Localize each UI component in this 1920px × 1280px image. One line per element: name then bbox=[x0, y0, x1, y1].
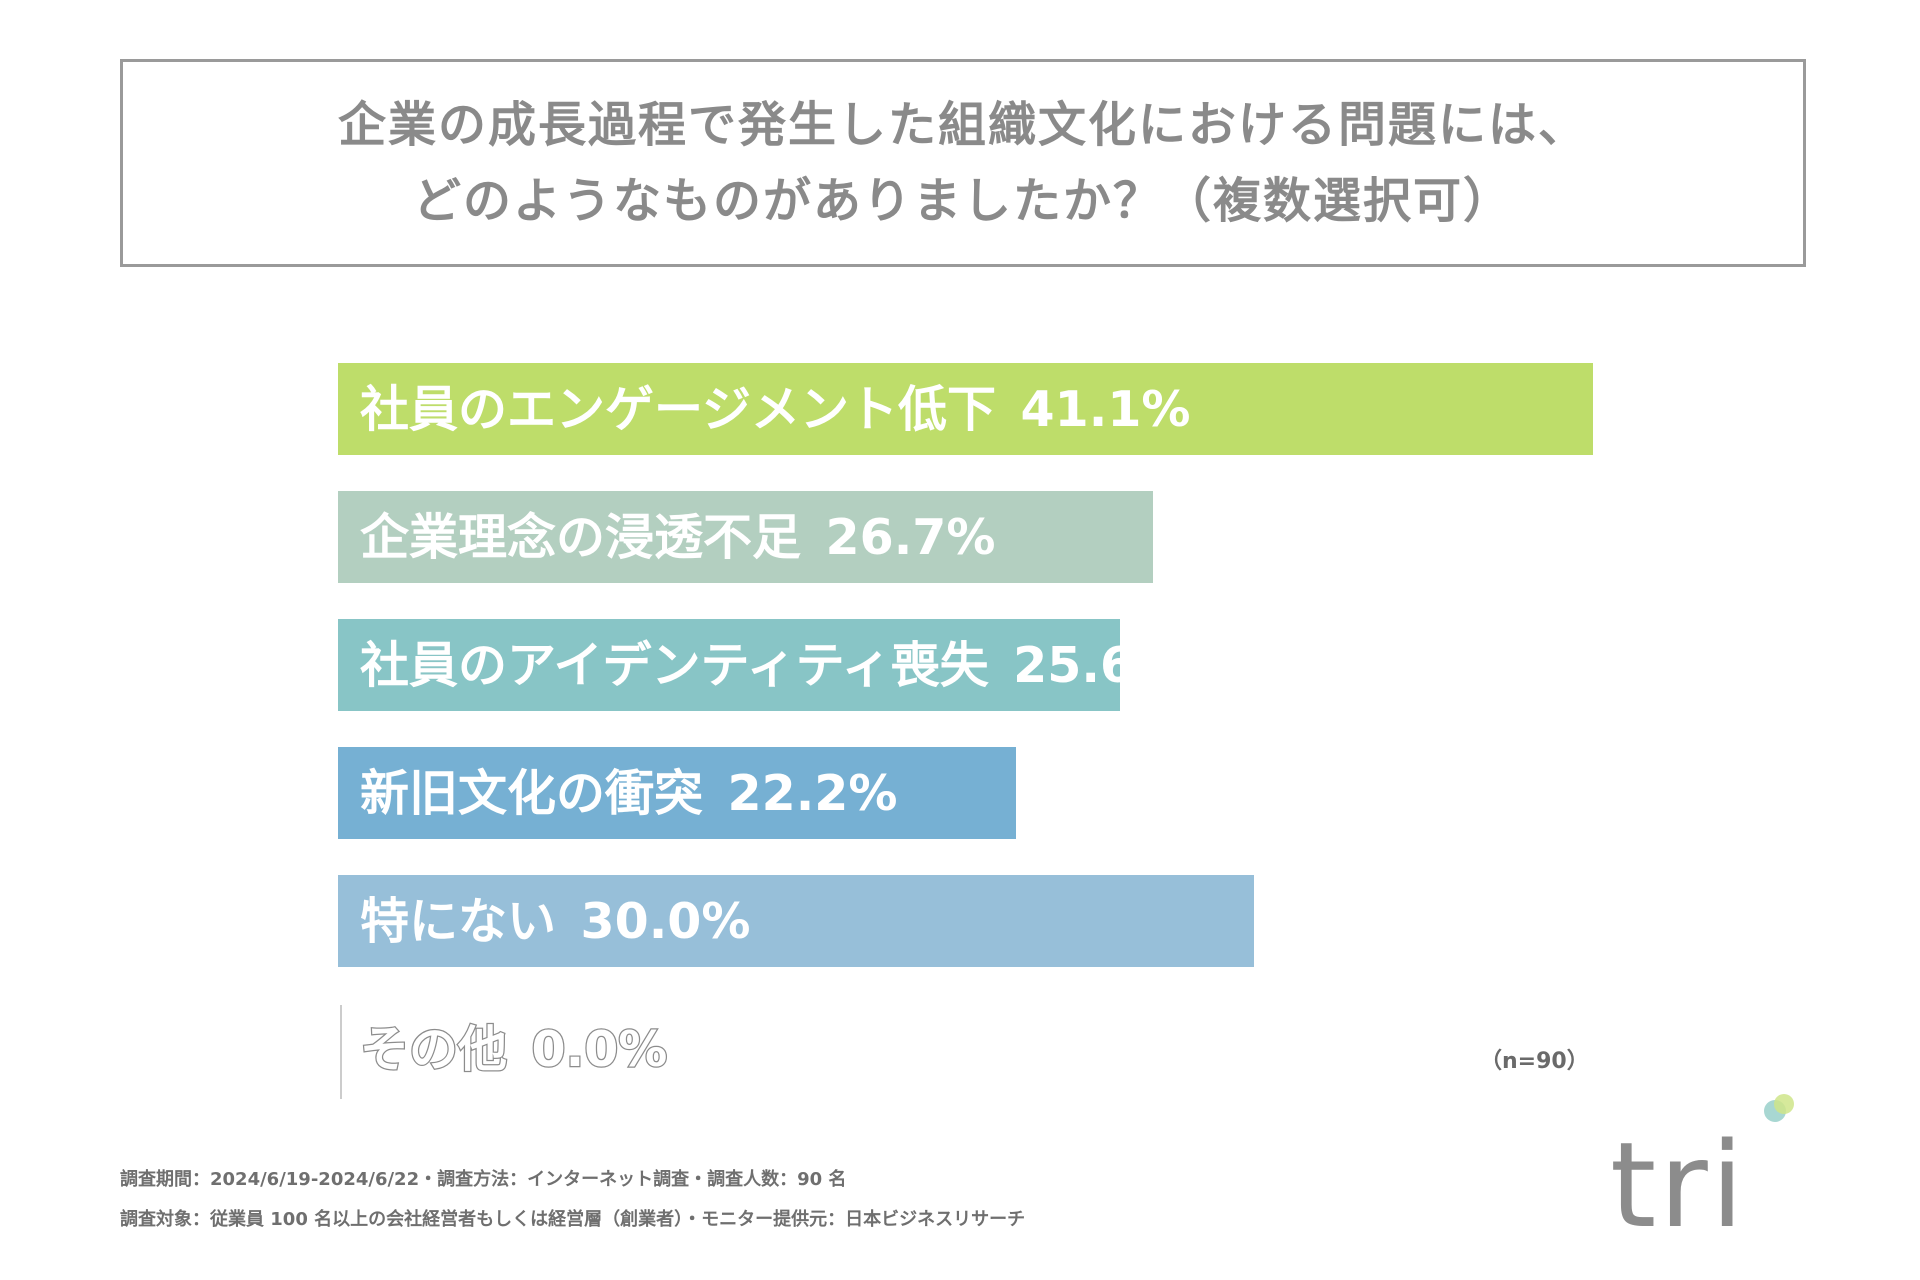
title-box: 企業の成長過程で発生した組織文化における問題には、 どのようなものがありましたか… bbox=[120, 59, 1806, 267]
bar-label-5: その他 0.0% bbox=[360, 1021, 667, 1078]
bar-label-2: 社員のアイデンティティ喪失 25.6% bbox=[360, 637, 1183, 694]
bar-label-4: 特にない 30.0% bbox=[360, 893, 751, 950]
footnote-survey-target: 調査対象：従業員 100 名以上の会社経営者もしくは経営層（創業者）・モニター提… bbox=[120, 1209, 1026, 1230]
logo-dot-green bbox=[1774, 1094, 1794, 1114]
tri-logo: tri bbox=[1610, 1094, 1810, 1244]
bar-0 bbox=[338, 363, 1593, 455]
bar-2 bbox=[338, 619, 1120, 711]
footnote-survey-period: 調査期間：2024/6/19-2024/6/22・調査方法：インターネット調査・… bbox=[120, 1169, 847, 1190]
chart-title-line-1: 企業の成長過程で発生した組織文化における問題には、 bbox=[337, 97, 1588, 153]
sample-size-label: （n=90） bbox=[1480, 1049, 1589, 1074]
bar-label-3: 新旧文化の衝突 22.2% bbox=[360, 765, 898, 822]
footnotes: 調査期間：2024/6/19-2024/6/22・調査方法：インターネット調査・… bbox=[120, 1160, 1025, 1240]
chart-title-line-2: どのようなものがありましたか？（複数選択可） bbox=[412, 173, 1513, 229]
bar-3 bbox=[338, 747, 1016, 839]
bar-1 bbox=[338, 491, 1153, 583]
bar-4 bbox=[338, 875, 1254, 967]
bar-label-0: 社員のエンゲージメント低下 41.1% bbox=[360, 381, 1191, 438]
logo-text: tri bbox=[1610, 1116, 1747, 1254]
bar-label-1: 企業理念の浸透不足 26.7% bbox=[360, 509, 996, 566]
